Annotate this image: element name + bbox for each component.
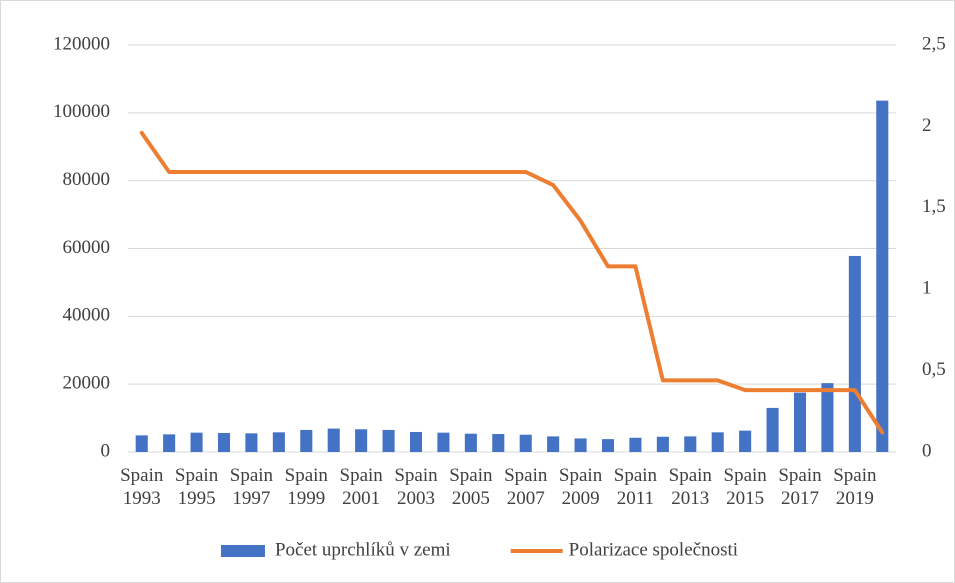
y-tick-label: 40000 — [63, 305, 111, 326]
bar — [876, 100, 889, 452]
y2-tick-label: 1,5 — [922, 196, 946, 217]
bar — [190, 432, 203, 452]
bar — [821, 383, 834, 452]
bar — [739, 430, 752, 452]
bar — [656, 436, 669, 452]
bar — [163, 434, 176, 452]
bar — [327, 428, 340, 452]
x-tick-label: Spain 2013 — [668, 465, 712, 509]
y-tick-label: 20000 — [63, 373, 111, 394]
x-tick-label: Spain 2017 — [778, 465, 822, 509]
bar — [135, 435, 148, 452]
x-tick-label: Spain 1993 — [120, 465, 164, 509]
bar — [848, 255, 861, 452]
bar — [601, 439, 615, 452]
bar — [519, 434, 532, 452]
legend-label: Polarizace společnosti — [569, 539, 738, 560]
bar — [547, 436, 560, 452]
bar — [629, 437, 642, 452]
y-tick-label: 0 — [101, 440, 111, 461]
y-tick-label: 100000 — [53, 101, 110, 122]
x-tick-label: Spain 2009 — [558, 465, 603, 509]
line — [139, 130, 885, 435]
bar — [793, 392, 807, 452]
x-tick-label: Spain 2015 — [723, 465, 767, 509]
y-tick-label: 120000 — [53, 33, 110, 54]
legend-label: Počet uprchlíků v zemi — [275, 539, 451, 560]
x-tick-label: Spain 1999 — [284, 465, 328, 509]
x-tick-label: Spain 2003 — [394, 465, 438, 509]
x-tick-label: Spain 2011 — [613, 465, 658, 509]
x-tick-label: Spain 2001 — [339, 465, 383, 509]
bar — [464, 433, 477, 452]
bar — [492, 434, 505, 452]
y2-tick-label: 0 — [922, 440, 932, 461]
legend-key — [220, 545, 265, 557]
y2-tick-label: 0,5 — [922, 359, 946, 380]
x-tick-label: Spain 2007 — [504, 465, 548, 509]
bar — [684, 436, 697, 452]
y2-tick-label: 1 — [922, 278, 932, 299]
bar — [766, 407, 779, 452]
bar — [574, 438, 587, 452]
x-tick-label: Spain 2019 — [833, 465, 877, 509]
bar — [217, 433, 231, 452]
bar — [245, 433, 258, 452]
y-tick-label: 60000 — [63, 237, 111, 258]
y2-tick-label: 2,5 — [922, 33, 946, 54]
bar — [382, 429, 395, 452]
bar — [437, 432, 450, 452]
x-tick-label: Spain 1995 — [174, 465, 219, 509]
y-tick-label: 80000 — [63, 169, 111, 190]
bar — [355, 429, 368, 452]
y2-tick-label: 2 — [922, 115, 932, 136]
x-tick-label: Spain 2005 — [449, 465, 493, 509]
x-tick-label: Spain 1997 — [229, 465, 274, 509]
bar — [711, 432, 724, 452]
bar — [272, 432, 285, 452]
bar — [300, 429, 313, 452]
bar — [409, 431, 423, 452]
